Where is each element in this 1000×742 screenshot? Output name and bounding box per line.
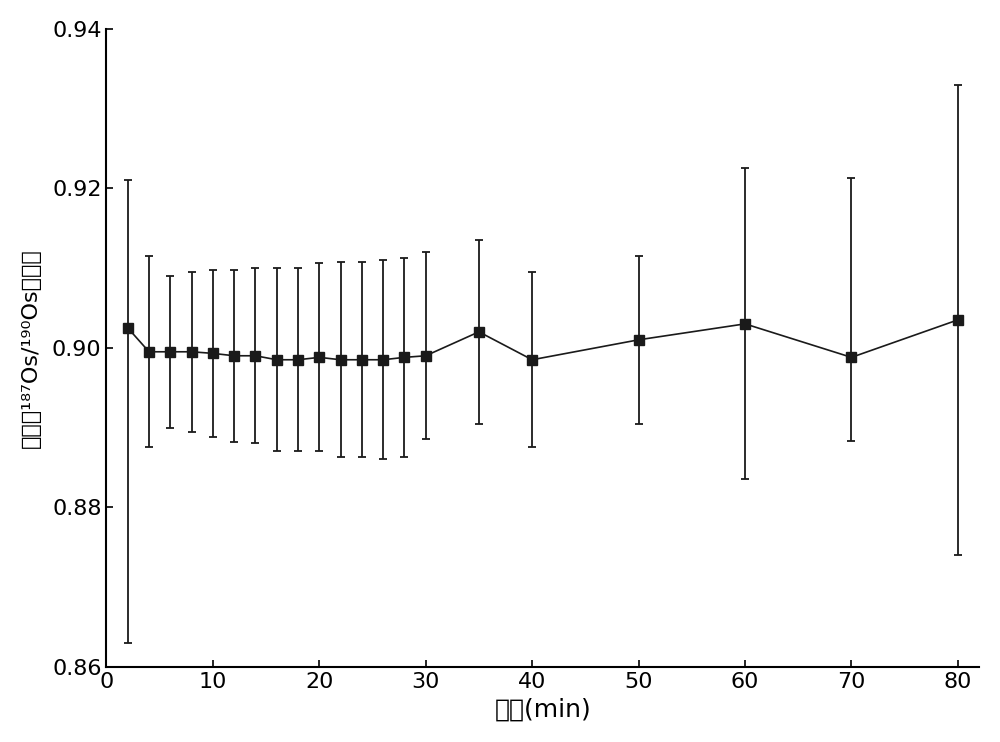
X-axis label: 时间(min): 时间(min) [494,697,591,721]
Y-axis label: 测得（¹⁸⁷Os/¹⁹⁰Os）比値: 测得（¹⁸⁷Os/¹⁹⁰Os）比値 [21,248,41,447]
